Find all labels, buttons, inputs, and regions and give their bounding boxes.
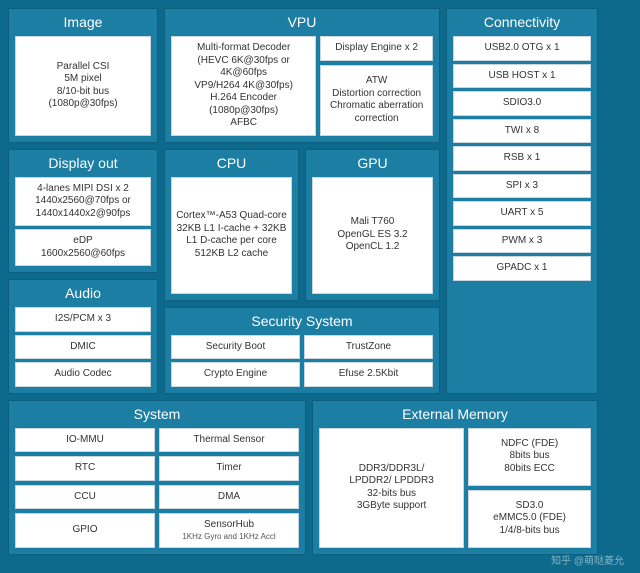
sys-item: IO-MMU <box>15 428 155 453</box>
conn-item: USB2.0 OTG x 1 <box>453 36 591 61</box>
conn-item: GPADC x 1 <box>453 256 591 281</box>
sec-item: Efuse 2.5Kbit <box>304 362 433 387</box>
block-title: Image <box>15 13 151 33</box>
block-gpu: GPU Mali T760 OpenGL ES 3.2 OpenCL 1.2 <box>305 149 440 301</box>
audio-item: I2S/PCM x 3 <box>15 307 151 332</box>
cpu-gpu-row: CPU Cortex™-A53 Quad-core 32KB L1 I-cach… <box>164 149 440 301</box>
block-title: VPU <box>171 13 433 33</box>
sys-item: GPIO <box>15 513 155 548</box>
block-image: Image Parallel CSI 5M pixel 8/10-bit bus… <box>8 8 158 143</box>
watermark: 知乎 @萌哒菱允 <box>551 552 624 567</box>
audio-item: Audio Codec <box>15 362 151 387</box>
soc-block-diagram: Image Parallel CSI 5M pixel 8/10-bit bus… <box>8 8 632 555</box>
block-vpu: VPU Multi-format Decoder (HEVC 6K@30fps … <box>164 8 440 143</box>
cpu-cell: Cortex™-A53 Quad-core 32KB L1 I-cache + … <box>171 177 292 294</box>
block-title: Display out <box>15 154 151 174</box>
conn-item: UART x 5 <box>453 201 591 226</box>
block-audio: Audio I2S/PCM x 3 DMIC Audio Codec <box>8 279 158 394</box>
block-external-memory: External Memory DDR3/DDR3L/ LPDDR2/ LPDD… <box>312 400 598 555</box>
sec-item: Crypto Engine <box>171 362 300 387</box>
block-cpu: CPU Cortex™-A53 Quad-core 32KB L1 I-cach… <box>164 149 299 301</box>
block-security: Security System Security Boot TrustZone … <box>164 307 440 394</box>
sys-sensorhub: SensorHub1KHz Gyro and 1KHz Accl <box>159 513 299 548</box>
conn-item: USB HOST x 1 <box>453 64 591 89</box>
display-mipi-cell: 4-lanes MIPI DSI x 2 1440x2560@70fps or … <box>15 177 151 227</box>
block-connectivity: Connectivity USB2.0 OTG x 1 USB HOST x 1… <box>446 8 598 394</box>
block-title: External Memory <box>319 405 591 425</box>
sec-item: Security Boot <box>171 335 300 360</box>
display-edp-cell: eDP 1600x2560@60fps <box>15 229 151 266</box>
block-title: Security System <box>171 312 433 332</box>
sec-item: TrustZone <box>304 335 433 360</box>
vpu-atw-cell: ATW Distortion correction Chromatic aber… <box>320 65 433 136</box>
block-title: Audio <box>15 284 151 304</box>
conn-item: TWI x 8 <box>453 119 591 144</box>
ext-ndfc-cell: NDFC (FDE) 8bits bus 80bits ECC <box>468 428 591 486</box>
conn-item: RSB x 1 <box>453 146 591 171</box>
block-system: System IO-MMU Thermal Sensor RTC Timer C… <box>8 400 306 555</box>
block-title: GPU <box>312 154 433 174</box>
sys-item: DMA <box>159 485 299 510</box>
audio-item: DMIC <box>15 335 151 360</box>
vpu-display-engine-cell: Display Engine x 2 <box>320 36 433 61</box>
block-title: Connectivity <box>453 13 591 33</box>
sys-item: CCU <box>15 485 155 510</box>
gpu-cell: Mali T760 OpenGL ES 3.2 OpenCL 1.2 <box>312 177 433 294</box>
vpu-decoder-cell: Multi-format Decoder (HEVC 6K@30fps or 4… <box>171 36 316 136</box>
conn-item: PWM x 3 <box>453 229 591 254</box>
ext-ddr-cell: DDR3/DDR3L/ LPDDR2/ LPDDR3 32-bits bus 3… <box>319 428 464 548</box>
ext-sd-cell: SD3.0 eMMC5.0 (FDE) 1/4/8-bits bus <box>468 490 591 548</box>
sys-item: RTC <box>15 456 155 481</box>
conn-item: SDIO3.0 <box>453 91 591 116</box>
block-title: CPU <box>171 154 292 174</box>
image-cell: Parallel CSI 5M pixel 8/10-bit bus (1080… <box>15 36 151 136</box>
bottom-row: System IO-MMU Thermal Sensor RTC Timer C… <box>8 400 598 555</box>
sys-item: Thermal Sensor <box>159 428 299 453</box>
block-display-out: Display out 4-lanes MIPI DSI x 2 1440x25… <box>8 149 158 274</box>
sys-item: Timer <box>159 456 299 481</box>
conn-item: SPI x 3 <box>453 174 591 199</box>
block-title: System <box>15 405 299 425</box>
